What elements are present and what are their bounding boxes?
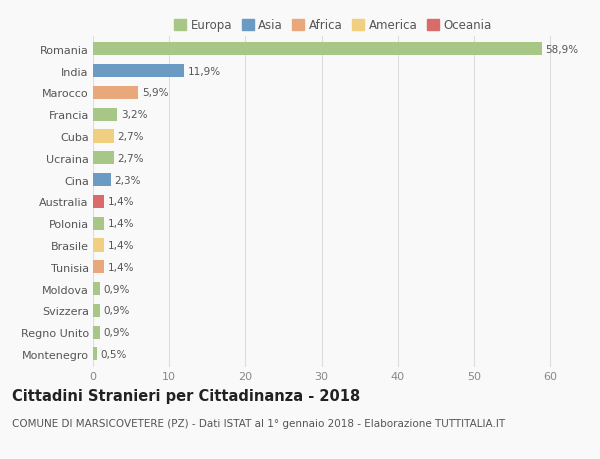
Bar [93,261,104,274]
Text: 1,4%: 1,4% [107,241,134,251]
Text: 1,4%: 1,4% [107,262,134,272]
Bar [93,217,104,230]
Text: 11,9%: 11,9% [187,67,221,77]
Text: 1,4%: 1,4% [107,197,134,207]
Text: COMUNE DI MARSICOVETERE (PZ) - Dati ISTAT al 1° gennaio 2018 - Elaborazione TUTT: COMUNE DI MARSICOVETERE (PZ) - Dati ISTA… [12,418,505,428]
Text: 58,9%: 58,9% [545,45,578,55]
Bar [93,347,97,361]
Bar [93,87,138,100]
Text: 2,7%: 2,7% [118,153,144,163]
Text: 0,9%: 0,9% [104,327,130,337]
Bar [93,304,100,317]
Text: 2,3%: 2,3% [115,175,141,185]
Text: Cittadini Stranieri per Cittadinanza - 2018: Cittadini Stranieri per Cittadinanza - 2… [12,388,360,403]
Bar [93,130,113,143]
Text: 5,9%: 5,9% [142,88,168,98]
Text: 3,2%: 3,2% [121,110,148,120]
Bar [93,152,113,165]
Bar [93,65,184,78]
Legend: Europa, Asia, Africa, America, Oceania: Europa, Asia, Africa, America, Oceania [170,15,496,37]
Text: 0,9%: 0,9% [104,306,130,316]
Bar [93,174,110,187]
Bar [93,196,104,208]
Bar [93,43,542,56]
Text: 1,4%: 1,4% [107,218,134,229]
Bar [93,282,100,296]
Bar [93,108,118,122]
Bar [93,239,104,252]
Bar [93,326,100,339]
Text: 0,9%: 0,9% [104,284,130,294]
Text: 0,5%: 0,5% [101,349,127,359]
Text: 2,7%: 2,7% [118,132,144,142]
